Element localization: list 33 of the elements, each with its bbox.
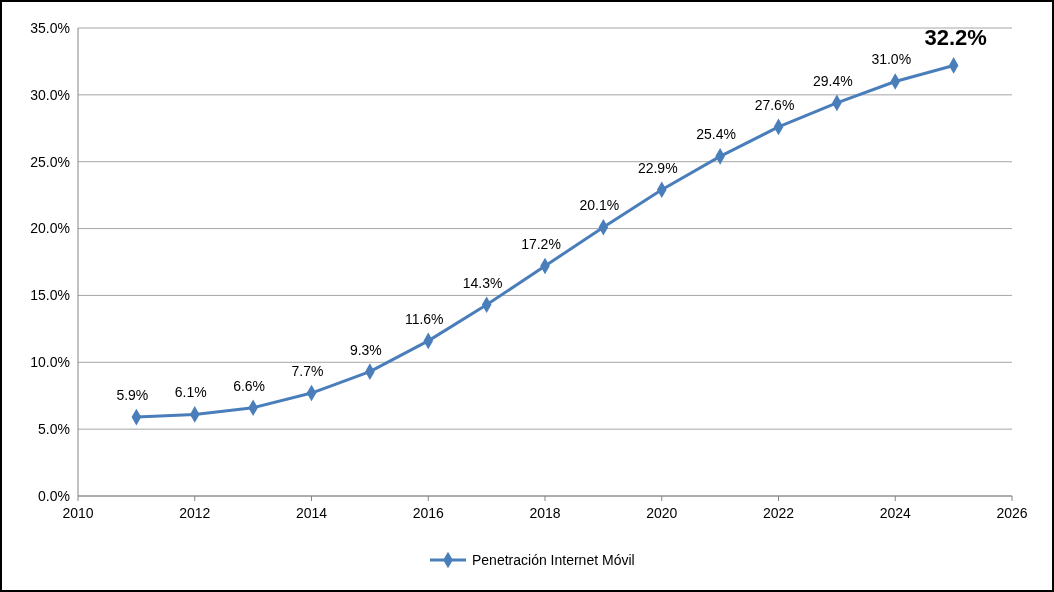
y-tick-label: 15.0% [30,287,70,304]
data-label: 6.6% [233,377,266,394]
y-tick-label: 25.0% [30,153,70,170]
x-tick-label: 2012 [179,505,211,521]
data-label: 32.2% [924,25,987,51]
data-label: 11.6% [404,310,444,327]
x-tick-label: 2014 [295,505,328,521]
x-tick-label: 2010 [62,505,94,521]
y-tick-label: 0.0% [38,487,70,504]
x-tick-label: 2018 [529,505,561,521]
data-label: 25.4% [696,126,736,143]
y-tick-label: 30.0% [30,86,70,103]
data-label: 9.3% [349,341,382,358]
data-label: 6.1% [174,384,207,401]
data-label: 7.7% [291,363,324,380]
x-tick-label: 2022 [762,505,795,521]
data-label: 29.4% [813,72,853,89]
data-label: 22.9% [637,159,678,176]
y-tick-label: 10.0% [30,354,70,371]
data-label: 5.9% [116,387,149,404]
data-label: 20.1% [579,197,620,214]
data-label: 27.6% [754,96,795,113]
x-tick-label: 2020 [646,505,678,521]
x-tick-label: 2026 [996,505,1028,521]
y-tick-label: 5.0% [38,421,70,438]
data-label: 14.3% [462,274,503,291]
legend-label: Penetración Internet Móvil [472,551,635,568]
data-label: 31.0% [871,51,912,68]
x-tick-label: 2024 [879,505,912,521]
y-tick-label: 35.0% [30,19,70,36]
data-label: 17.2% [521,236,561,253]
y-tick-label: 20.0% [30,220,70,237]
x-tick-label: 2016 [412,505,445,521]
